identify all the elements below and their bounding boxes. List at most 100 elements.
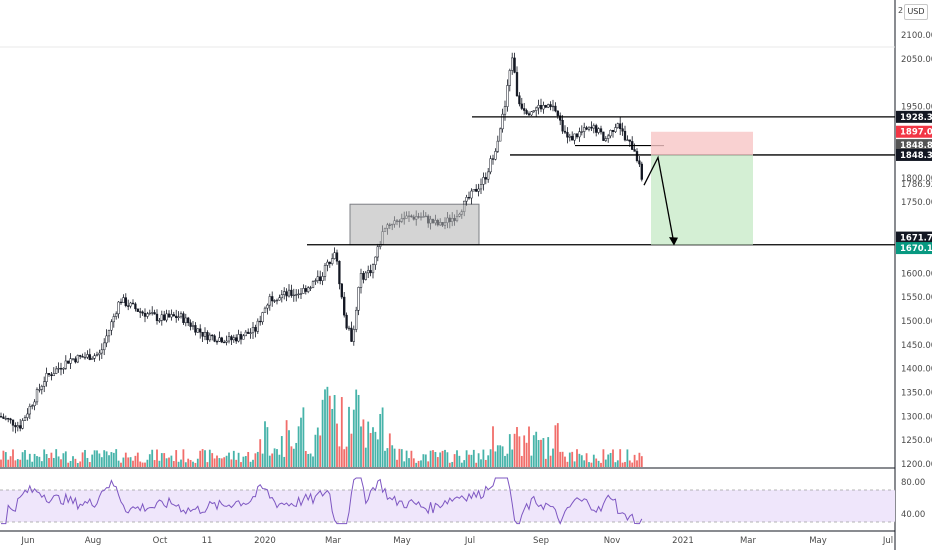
- volume-bar: [120, 462, 122, 467]
- volume-bar: [638, 452, 641, 467]
- volume-bar: [307, 453, 310, 467]
- volume-bar: [216, 455, 218, 467]
- volume-bar: [187, 458, 190, 467]
- candle-body: [59, 367, 63, 370]
- candle-body: [146, 313, 149, 317]
- candle-body: [211, 334, 214, 337]
- candle-body: [585, 127, 588, 130]
- volume-bar: [410, 450, 413, 467]
- price-axis-label: 1550.000: [901, 293, 932, 303]
- candle-body: [527, 113, 531, 116]
- candle-body: [537, 105, 540, 109]
- volume-bar: [439, 452, 442, 467]
- volume-bar: [458, 455, 461, 467]
- candle-body: [213, 335, 216, 342]
- volume-bar: [508, 434, 511, 467]
- volume-bar: [244, 456, 247, 467]
- volume-bar: [585, 453, 588, 467]
- candle-body: [50, 374, 53, 377]
- volume-bar: [540, 439, 542, 467]
- candle-body: [235, 337, 238, 342]
- volume-bar: [172, 461, 175, 467]
- candle-body: [259, 320, 262, 323]
- price-tag-label: 1848.879: [900, 141, 932, 151]
- volume-bar: [559, 451, 562, 467]
- volume-bar: [403, 461, 406, 467]
- candle-body: [376, 246, 379, 258]
- volume-bar: [220, 458, 223, 467]
- volume-bar: [319, 435, 322, 467]
- volume-bar: [463, 460, 466, 467]
- volume-bar: [516, 427, 518, 467]
- candle-body: [242, 335, 245, 340]
- candle-body: [196, 328, 199, 333]
- candle-body: [587, 126, 591, 130]
- volume-bar: [254, 453, 257, 467]
- volume-bar: [590, 462, 593, 467]
- candle-body: [254, 327, 257, 332]
- volume-bar: [24, 450, 26, 467]
- volume-bar: [204, 450, 206, 467]
- candle-body: [31, 405, 34, 407]
- candle-body: [247, 331, 250, 334]
- candle-body: [86, 354, 89, 358]
- time-axis-label: 2020: [254, 536, 276, 546]
- volume-bar: [379, 413, 382, 467]
- currency-badge[interactable]: USD: [904, 4, 928, 20]
- volume-bar: [192, 461, 194, 467]
- price-axis-label: 2100.000: [901, 31, 932, 41]
- candle-body: [367, 270, 370, 274]
- price-tag-label: 1671.737: [900, 234, 932, 244]
- rsi-axis-label: 80.00: [901, 478, 925, 488]
- candle-body: [127, 305, 130, 307]
- candle-body: [218, 337, 221, 342]
- candle-body: [323, 265, 327, 277]
- candlesticks: [0, 52, 643, 434]
- candle-body: [511, 57, 514, 71]
- candle-body: [331, 258, 334, 264]
- candle-body: [561, 120, 564, 132]
- candle-body: [609, 130, 612, 137]
- volume-bar: [374, 431, 377, 467]
- volume-bar: [504, 455, 506, 467]
- projection-arrow: [643, 155, 675, 244]
- volume-bar: [223, 457, 226, 467]
- candle-body: [549, 104, 552, 108]
- time-axis-label: Mar: [325, 536, 342, 546]
- volume-bar: [420, 460, 422, 467]
- price-axis-label: 1950.000: [901, 103, 932, 113]
- volume-bar: [384, 450, 386, 467]
- candle-body: [23, 417, 27, 421]
- candle-body: [194, 325, 197, 333]
- volume-bar: [628, 460, 631, 467]
- candle-body: [151, 312, 154, 314]
- volume-bar: [530, 455, 533, 467]
- volume-bar: [55, 449, 58, 467]
- volume-bar: [177, 461, 180, 467]
- candle-body: [28, 406, 31, 415]
- price-axis-label: 1400.000: [901, 365, 932, 375]
- volume-bar: [573, 461, 576, 467]
- candle-body: [14, 425, 17, 428]
- candle-body: [237, 334, 240, 342]
- candle-body: [628, 139, 631, 142]
- volume-bar: [592, 454, 595, 467]
- volume-bar: [343, 449, 346, 467]
- candle-body: [21, 420, 24, 429]
- candle-body: [160, 314, 163, 321]
- volume-bar: [391, 445, 394, 467]
- candle-body: [112, 316, 115, 323]
- volume-bar: [228, 452, 230, 467]
- candle-body: [554, 105, 557, 112]
- volume-bar: [112, 452, 115, 467]
- volume-bar: [129, 457, 132, 467]
- volume-bar: [412, 458, 415, 467]
- volume-bar: [9, 456, 12, 467]
- candle-body: [623, 130, 627, 141]
- volume-bar: [201, 449, 204, 467]
- candle-body: [184, 317, 187, 323]
- volume-bar: [492, 426, 494, 467]
- candle-body: [299, 293, 303, 295]
- volume-bar: [38, 456, 41, 467]
